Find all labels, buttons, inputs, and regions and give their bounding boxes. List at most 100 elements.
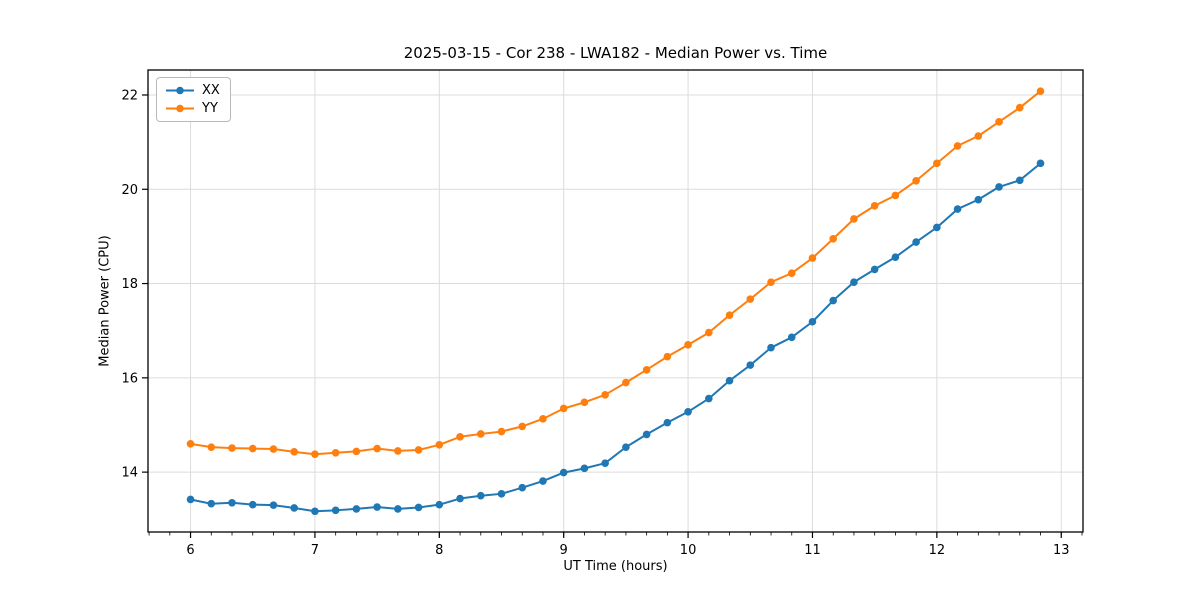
x-ticks: 6 7 8 9 10 11 12 13 xyxy=(186,532,1070,558)
legend: XX YY xyxy=(156,77,231,122)
series-yy-marker xyxy=(248,444,257,453)
series-xx-marker xyxy=(767,343,775,352)
series-xx-marker xyxy=(1015,176,1024,185)
series-yy-marker xyxy=(725,311,734,319)
y-axis-label: Median Power (CPU) xyxy=(97,235,113,367)
series-yy-marker xyxy=(642,366,651,374)
series-yy-marker xyxy=(829,234,837,243)
series-yy-marker xyxy=(311,450,319,459)
series-yy-marker xyxy=(394,447,402,455)
series-xx-marker xyxy=(539,477,547,485)
series-yy-marker xyxy=(912,176,920,185)
series-xx-marker xyxy=(933,223,941,232)
series-yy-line xyxy=(190,90,1042,456)
x-tick-label: 12 xyxy=(929,543,946,558)
series-yy xyxy=(186,87,1045,459)
series-xx-marker xyxy=(518,483,527,492)
series-xx-marker xyxy=(331,506,340,515)
series-yy-marker xyxy=(186,440,195,448)
series-yy-marker xyxy=(601,391,609,399)
series-xx-marker xyxy=(684,407,692,416)
legend-swatch-xx xyxy=(166,86,194,95)
series-xx-marker xyxy=(642,430,651,439)
gridlines xyxy=(148,70,1083,532)
series-yy-marker xyxy=(435,440,444,449)
series-xx-marker xyxy=(456,494,464,503)
x-tick-label: 7 xyxy=(311,543,319,558)
legend-label-yy: YY xyxy=(202,101,218,116)
series-yy-marker xyxy=(1015,103,1024,112)
series-xx-marker xyxy=(912,238,920,246)
series-xx-marker xyxy=(207,499,216,508)
series-yy-marker xyxy=(933,159,941,168)
series-xx-marker xyxy=(352,505,361,513)
series-xx-marker xyxy=(829,296,837,305)
series-yy-marker xyxy=(705,328,713,337)
legend-label-xx: XX xyxy=(202,83,220,98)
x-tick-label: 8 xyxy=(435,543,443,558)
axes-spines xyxy=(147,69,1084,533)
series-xx-marker xyxy=(891,253,900,261)
x-tick-label: 13 xyxy=(1053,543,1070,558)
series-yy-marker xyxy=(746,295,755,303)
series-xx-marker xyxy=(580,464,589,473)
series-xx-marker xyxy=(870,265,879,274)
x-tick-label: 9 xyxy=(560,543,568,558)
series-yy-marker xyxy=(518,422,527,431)
x-tick-label: 10 xyxy=(680,543,697,558)
y-tick-label: 20 xyxy=(121,183,138,198)
series-xx-marker xyxy=(476,491,485,500)
series-yy-marker xyxy=(787,269,796,277)
series-xx-marker xyxy=(953,205,962,213)
series-yy-marker xyxy=(767,278,775,286)
series-yy-marker xyxy=(269,445,278,453)
series-yy-marker xyxy=(974,132,983,140)
series-yy-marker xyxy=(539,415,547,423)
series-xx-marker xyxy=(290,504,298,512)
legend-item-yy: YY xyxy=(165,101,220,116)
y-ticks: 14 16 18 20 22 xyxy=(121,88,148,481)
series-xx-marker xyxy=(248,500,257,509)
series-yy-marker xyxy=(352,447,361,456)
series-yy-marker xyxy=(953,142,962,150)
series-yy-marker xyxy=(995,118,1003,126)
series-xx-marker xyxy=(746,361,755,369)
series-yy-marker xyxy=(870,201,879,210)
series-yy-marker xyxy=(414,446,423,454)
series-xx-marker xyxy=(1036,159,1045,168)
series-yy-marker xyxy=(622,378,630,387)
series-xx-marker xyxy=(228,498,236,507)
x-tick-label: 11 xyxy=(804,543,821,558)
y-tick-label: 22 xyxy=(121,88,138,103)
series-xx-marker xyxy=(497,490,506,498)
series-yy-marker xyxy=(373,444,381,453)
series-xx-marker xyxy=(601,459,609,467)
y-tick-label: 18 xyxy=(121,277,138,292)
y-tick-label: 14 xyxy=(121,466,138,481)
series-xx-marker xyxy=(559,468,568,477)
series-yy-marker xyxy=(808,254,817,262)
series-yy-marker xyxy=(456,432,464,441)
series-yy-marker xyxy=(684,341,692,349)
series-xx-marker xyxy=(725,376,734,385)
x-axis-label: UT Time (hours) xyxy=(563,559,668,574)
legend-swatch-yy xyxy=(166,104,194,113)
series-yy-marker xyxy=(207,443,216,451)
series-yy-marker xyxy=(476,430,485,438)
series-yy-marker xyxy=(850,215,858,223)
series-xx-marker xyxy=(394,505,402,513)
series-xx-marker xyxy=(373,503,381,511)
series-xx-marker xyxy=(414,503,423,512)
series-xx-marker xyxy=(311,507,319,516)
series-xx-line xyxy=(190,162,1042,513)
series-xx-marker xyxy=(186,495,195,504)
series-yy-marker xyxy=(663,352,672,361)
series-xx-marker xyxy=(850,278,858,286)
series-yy-marker xyxy=(559,404,568,413)
series-xx-marker xyxy=(995,183,1003,191)
series-xx-marker xyxy=(787,333,796,342)
x-tick-label: 6 xyxy=(186,543,194,558)
series-xx-marker xyxy=(622,443,630,451)
